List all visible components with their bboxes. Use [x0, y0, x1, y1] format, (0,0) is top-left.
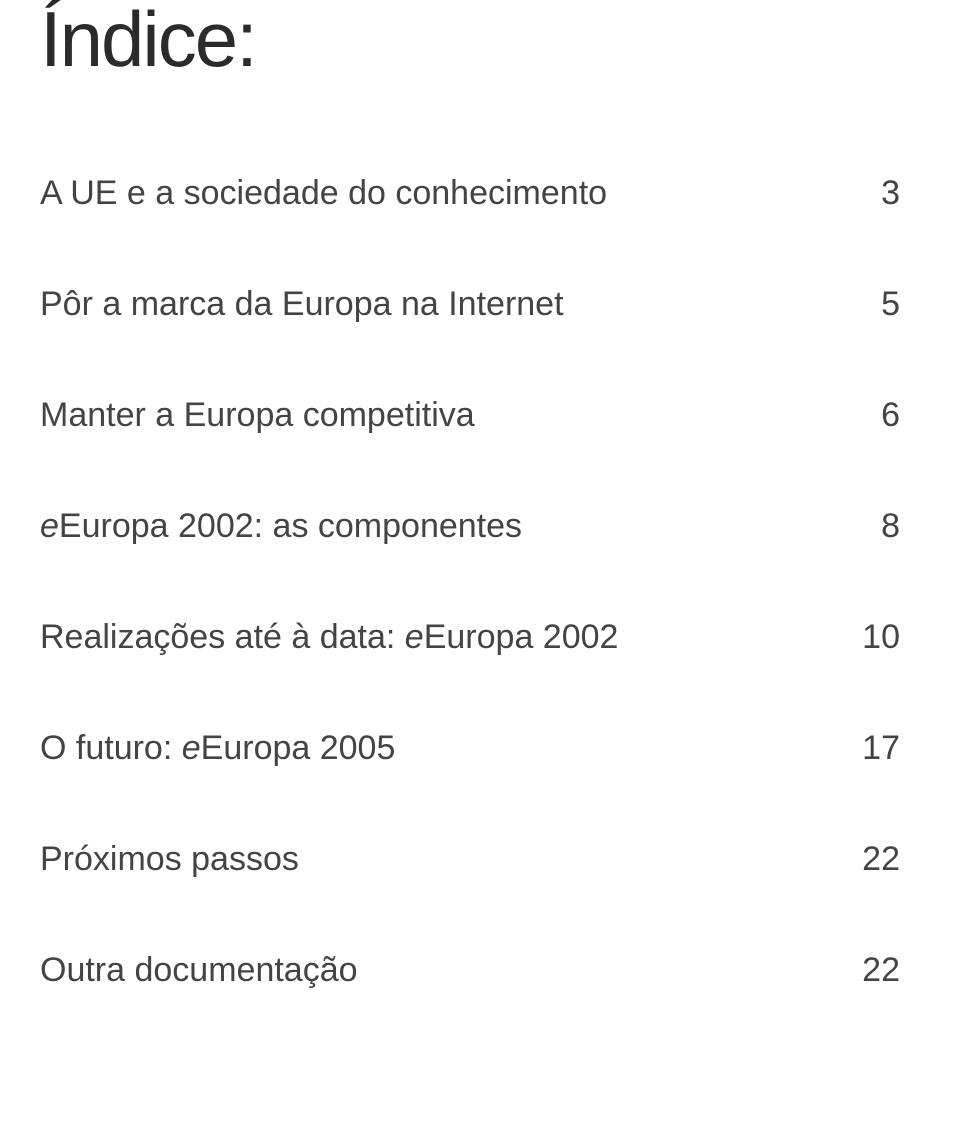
toc-label: eEuropa 2002: as componentes [40, 507, 840, 546]
toc-row: Manter a Europa competitiva 6 [40, 396, 900, 435]
toc-row: Pôr a marca da Europa na Internet 5 [40, 285, 900, 324]
italic-inline: e [405, 618, 424, 656]
toc-page-number: 17 [840, 729, 900, 768]
toc-row: Próximos passos 22 [40, 840, 900, 879]
toc-label: O futuro: eEuropa 2005 [40, 729, 840, 768]
page-title: Índice: [40, 0, 900, 78]
toc-label: A UE e a sociedade do conhecimento [40, 174, 840, 213]
toc-label-text: Europa 2002: as componentes [59, 507, 522, 545]
toc-page-number: 5 [840, 285, 900, 324]
italic-inline: e [182, 729, 201, 767]
toc-label-suffix: Europa 2005 [201, 729, 396, 767]
toc-page-number: 8 [840, 507, 900, 546]
toc-page-number: 3 [840, 174, 900, 213]
toc-label-text: Realizações até à data: [40, 618, 405, 656]
toc-row: O futuro: eEuropa 2005 17 [40, 729, 900, 768]
toc-label: Manter a Europa competitiva [40, 396, 840, 435]
toc-page-number: 10 [840, 618, 900, 657]
toc-row: eEuropa 2002: as componentes 8 [40, 507, 900, 546]
toc-page-number: 6 [840, 396, 900, 435]
toc-label-text: O futuro: [40, 729, 182, 767]
toc-row: A UE e a sociedade do conhecimento 3 [40, 174, 900, 213]
toc-page-number: 22 [840, 840, 900, 879]
toc-label: Realizações até à data: eEuropa 2002 [40, 618, 840, 657]
italic-prefix: e [40, 507, 59, 545]
toc-label: Pôr a marca da Europa na Internet [40, 285, 840, 324]
toc-list: A UE e a sociedade do conhecimento 3 Pôr… [40, 174, 900, 990]
toc-row: Realizações até à data: eEuropa 2002 10 [40, 618, 900, 657]
toc-page-number: 22 [840, 951, 900, 990]
toc-row: Outra documentação 22 [40, 951, 900, 990]
toc-label-suffix: Europa 2002 [424, 618, 619, 656]
toc-label: Próximos passos [40, 840, 840, 879]
toc-page: Índice: A UE e a sociedade do conhecimen… [0, 0, 960, 1132]
toc-label: Outra documentação [40, 951, 840, 990]
